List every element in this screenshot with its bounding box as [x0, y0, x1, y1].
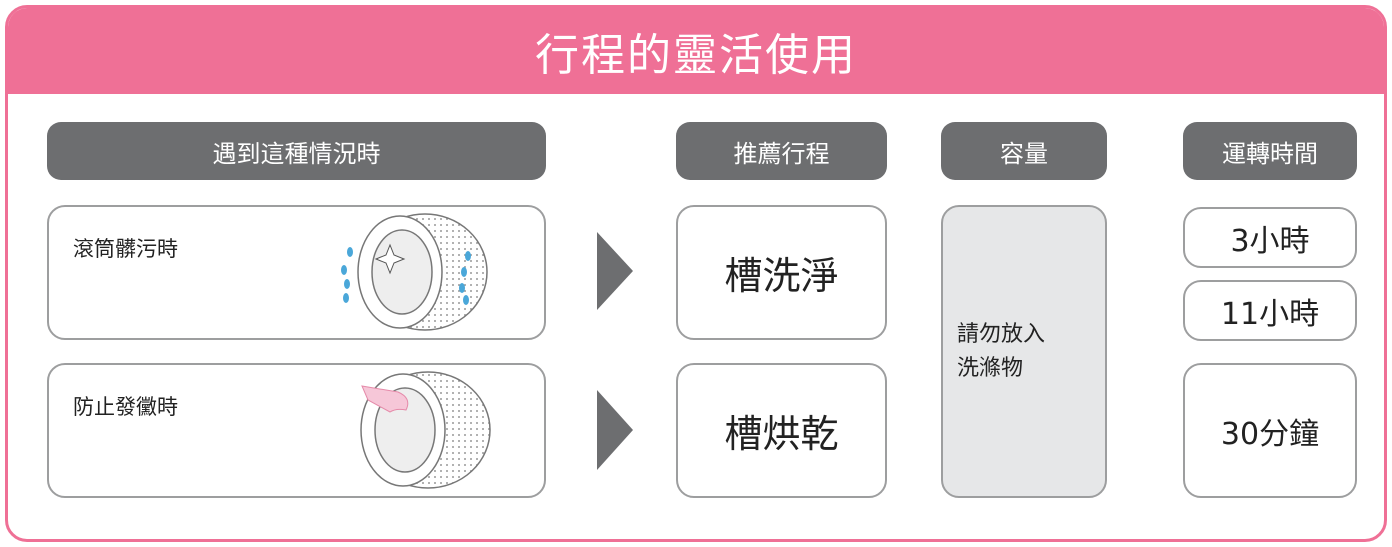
arrow [597, 232, 633, 310]
capacity-box: 請勿放入 洗滌物 [941, 205, 1107, 498]
time-box: 3小時 [1183, 207, 1357, 268]
column-header: 容量 [941, 122, 1107, 180]
capacity-line: 洗滌物 [957, 355, 1024, 381]
column-header: 遇到這種情況時 [47, 122, 546, 180]
situation: 防止發黴時 [73, 395, 178, 419]
title-band: 行程的靈活使用 [8, 8, 1384, 94]
program-box: 槽烘乾 [676, 363, 887, 498]
program: 槽洗淨 [724, 254, 839, 298]
situation: 滾筒髒污時 [73, 237, 178, 261]
column-header: 運轉時間 [1183, 122, 1357, 180]
time-box: 30分鐘 [1183, 363, 1357, 498]
title: 行程的靈活使用 [535, 30, 857, 81]
time: 11小時 [1220, 296, 1320, 332]
time: 3小時 [1230, 223, 1310, 259]
arrow [597, 390, 633, 470]
drum-icon [341, 213, 488, 331]
program: 槽烘乾 [724, 412, 839, 456]
column-header: 推薦行程 [676, 122, 887, 180]
time: 30分鐘 [1220, 416, 1320, 452]
capacity-line: 請勿放入 [957, 321, 1046, 347]
program-box: 槽洗淨 [676, 205, 887, 340]
drum-icon [360, 371, 491, 489]
time-box: 11小時 [1183, 280, 1357, 341]
